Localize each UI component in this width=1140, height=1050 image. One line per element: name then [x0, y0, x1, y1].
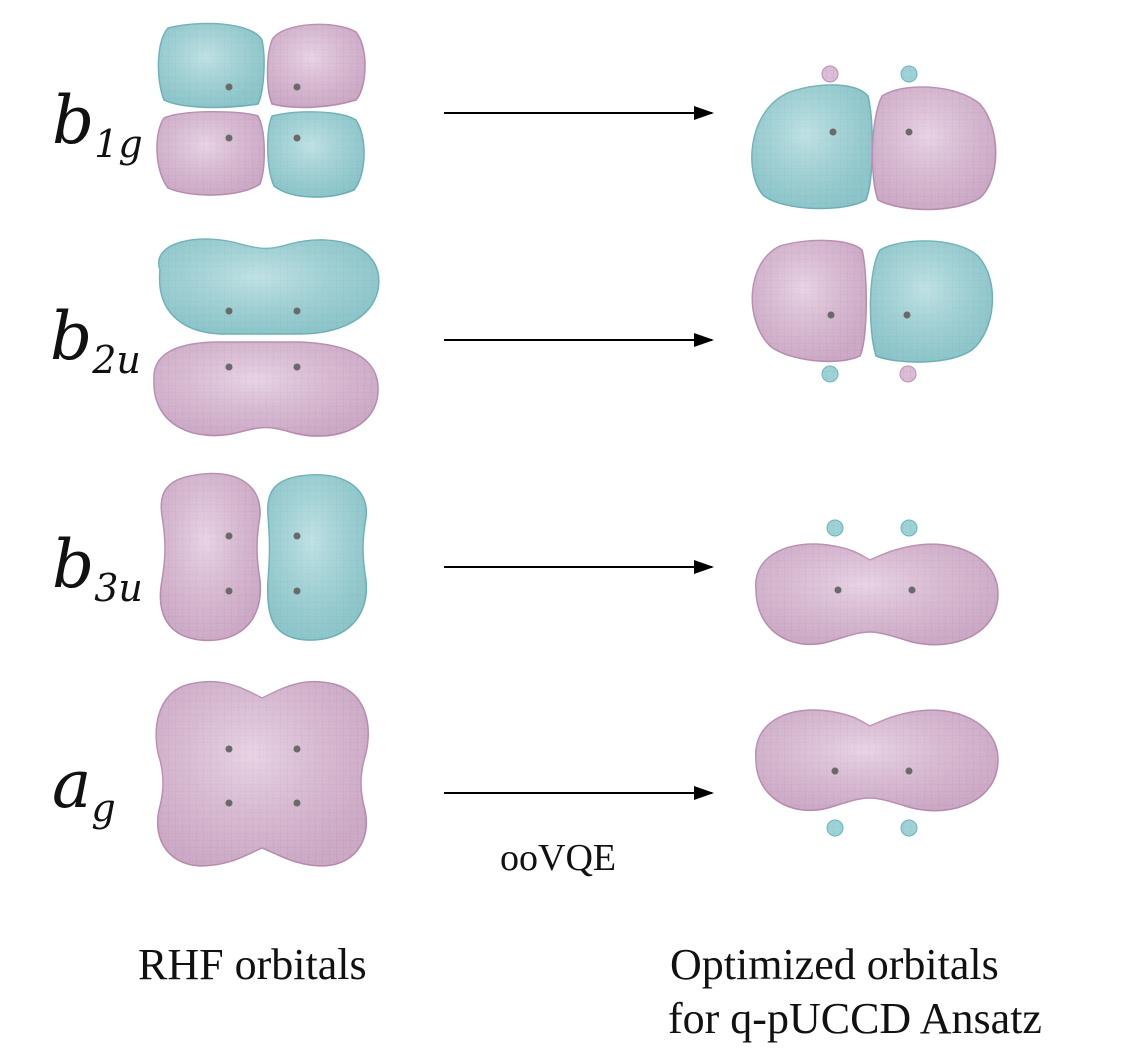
rhf-orbital-b3u [159, 472, 368, 642]
oovqe-label: ooVQE [500, 837, 617, 879]
opt-orbital-b2u [751, 239, 994, 383]
label-b2u: b2u [50, 304, 141, 380]
caption-optimized-line2: for q-pUCCD Ansatz [668, 994, 1042, 1043]
label-b3u-subscript: 3u [94, 566, 143, 610]
label-ag: ag [52, 752, 116, 828]
label-b1g-symbol: b [52, 82, 95, 159]
label-ag-symbol: a [52, 746, 92, 823]
rhf-orbital-b2u [153, 238, 380, 437]
label-b2u-subscript: 2u [92, 338, 141, 382]
rhf-orbital-b1g [156, 22, 366, 198]
label-b1g: b1g [52, 88, 143, 164]
label-b1g-subscript: 1g [94, 122, 143, 166]
opt-orbital-b1g [751, 65, 997, 211]
rhf-orbital-ag [155, 680, 369, 867]
caption-rhf: RHF orbitals [138, 940, 367, 989]
label-b2u-symbol: b [50, 298, 93, 375]
label-b3u-symbol: b [52, 526, 95, 603]
caption-optimized-line1: Optimized orbitals [670, 940, 999, 989]
opt-orbital-ag [755, 709, 999, 837]
label-ag-subscript: g [91, 786, 116, 830]
label-b3u: b3u [52, 532, 143, 608]
opt-orbital-b3u [755, 519, 999, 646]
